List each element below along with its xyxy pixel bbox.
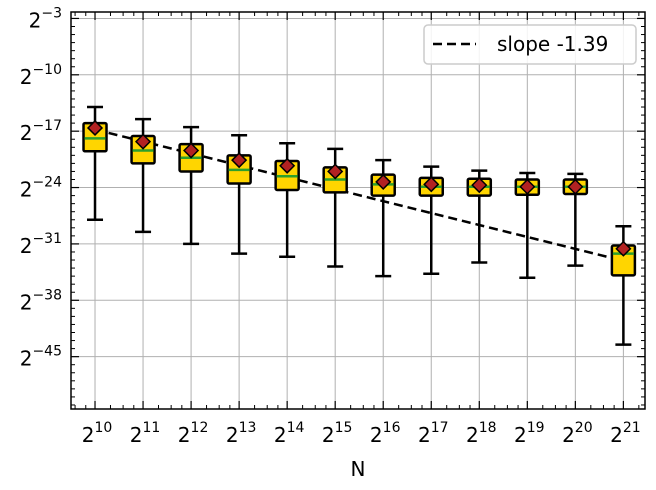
- x-tick-label: 214: [274, 420, 305, 447]
- box-group: [130, 117, 156, 234]
- box-group: [610, 224, 637, 346]
- x-tick-label: 215: [322, 420, 353, 447]
- legend: slope -1.39: [423, 24, 637, 65]
- box-group: [370, 158, 396, 278]
- y-tick-label: 2−3: [29, 5, 62, 32]
- plot-border: [70, 11, 646, 410]
- y-tick-label: 2−31: [20, 231, 62, 258]
- mean-marker: [183, 142, 200, 159]
- x-tick-label: 219: [514, 420, 545, 447]
- plot-frame: [70, 11, 646, 410]
- x-axis-label: N: [351, 457, 366, 481]
- box-group: [274, 142, 300, 259]
- mean-marker: [231, 152, 248, 169]
- box-group: [466, 169, 493, 264]
- mean-marker: [375, 173, 392, 190]
- axis-ticks: [71, 12, 645, 409]
- boxes-layer: [82, 105, 637, 346]
- x-tick-label: 213: [226, 420, 257, 447]
- box-group: [226, 133, 252, 255]
- mean-marker: [86, 119, 104, 137]
- box-group: [562, 172, 589, 267]
- box-group: [322, 147, 348, 268]
- x-tick-label: 218: [466, 420, 497, 447]
- x-tick-label: 220: [562, 420, 593, 447]
- mean-marker: [134, 133, 152, 150]
- box-group: [418, 165, 445, 275]
- mean-marker: [519, 178, 536, 195]
- fit-line: [94, 128, 624, 263]
- x-tick-label: 221: [610, 420, 641, 447]
- mean-marker: [423, 176, 440, 193]
- grid-lines: [71, 12, 645, 409]
- tick-labels: 210 211 212 213 214 215 216 217 218 219 220 221 2−3 2…: [20, 5, 641, 447]
- box-group: [514, 171, 541, 279]
- x-tick-label: 211: [130, 420, 161, 447]
- mean-marker: [567, 178, 584, 195]
- mean-marker: [279, 157, 296, 174]
- legend-label: slope -1.39: [497, 32, 608, 56]
- mean-marker: [327, 163, 344, 180]
- x-tick-label: 216: [370, 420, 401, 447]
- y-tick-label: 2−10: [20, 62, 62, 89]
- mean-marker: [471, 177, 488, 194]
- y-tick-label: 2−38: [20, 287, 62, 314]
- y-tick-label: 2−45: [20, 344, 62, 371]
- box-group: [82, 105, 108, 222]
- x-tick-label: 210: [82, 420, 113, 447]
- y-tick-label: 2−17: [20, 118, 62, 145]
- box-group: [178, 125, 204, 246]
- legend-box: [423, 24, 637, 65]
- y-tick-label: 2−24: [20, 175, 62, 202]
- x-tick-label: 212: [178, 420, 209, 447]
- mean-marker: [615, 240, 632, 257]
- fit-line-layer: [94, 128, 624, 263]
- x-tick-label: 217: [418, 420, 449, 447]
